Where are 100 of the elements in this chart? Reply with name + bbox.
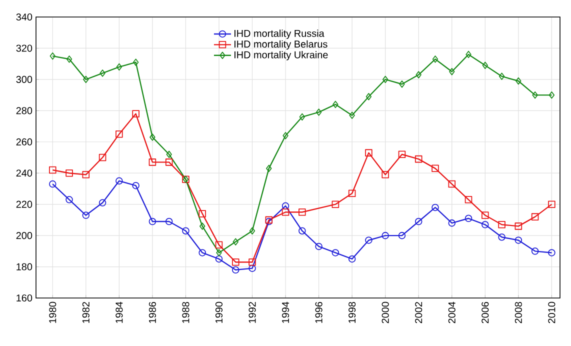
y-tick-label: 180 (16, 263, 32, 270)
point (266, 164, 272, 172)
point (382, 232, 389, 240)
point (548, 200, 556, 208)
x-tick-label: 1990 (215, 302, 223, 323)
x-tick-label: 2006 (482, 302, 489, 324)
point (482, 62, 488, 70)
x-tick-label: 2002 (415, 302, 422, 324)
point (248, 264, 256, 272)
point (498, 233, 506, 241)
point (216, 249, 222, 256)
point (399, 80, 405, 88)
point (365, 236, 372, 244)
point (198, 210, 206, 218)
point (366, 92, 372, 100)
point (348, 255, 356, 263)
point (382, 76, 388, 84)
point (232, 258, 240, 266)
point (148, 158, 156, 166)
point (482, 212, 489, 219)
x-tick-label: 1980 (49, 302, 56, 323)
point (166, 150, 172, 158)
point (165, 158, 173, 166)
point (100, 70, 106, 77)
point (332, 249, 340, 256)
point (232, 266, 240, 274)
x-tick-label: 1998 (348, 302, 356, 323)
x-tick-label: 2008 (514, 302, 522, 324)
point (66, 169, 73, 177)
point (82, 212, 90, 219)
x-tick-label: 1986 (148, 302, 156, 323)
point (448, 180, 456, 188)
point (532, 91, 538, 99)
x-tick-label: 2000 (382, 302, 389, 324)
point (215, 255, 223, 263)
point (482, 220, 489, 228)
point (332, 100, 338, 108)
point (516, 77, 522, 85)
point (66, 56, 72, 63)
point (398, 150, 406, 158)
point (282, 132, 288, 140)
y-tick-label: 240 (16, 170, 32, 177)
point (82, 171, 90, 178)
point (282, 208, 290, 216)
point (150, 134, 156, 141)
point (50, 52, 56, 60)
x-tick-label: 1992 (248, 302, 256, 323)
point (531, 248, 539, 255)
y-tick-label: 220 (16, 200, 32, 208)
point (464, 196, 472, 204)
point (299, 113, 306, 121)
x-tick-label: 1982 (82, 302, 90, 323)
point (498, 220, 506, 228)
point (416, 71, 422, 78)
point (116, 177, 123, 185)
point (298, 227, 306, 235)
x-tick-label: 2010 (548, 302, 556, 324)
point (132, 58, 139, 66)
point (49, 180, 56, 188)
point (83, 76, 89, 84)
point (382, 171, 389, 178)
y-tick-label: 300 (16, 76, 32, 83)
point (464, 214, 472, 222)
point (132, 182, 140, 190)
point (132, 110, 140, 118)
point (165, 218, 173, 226)
point (200, 222, 206, 230)
point (282, 202, 290, 210)
y-tick-label: 340 (16, 13, 32, 21)
legend-label: IHD mortality Belarus (234, 40, 328, 50)
point (498, 72, 505, 80)
point (414, 218, 422, 226)
x-tick-label: 1988 (182, 302, 190, 323)
point (182, 227, 190, 235)
point (365, 149, 372, 156)
legend-label: IHD mortality Ukraine (234, 51, 328, 60)
x-tick-label: 1996 (315, 302, 322, 323)
point (215, 241, 223, 249)
point (432, 164, 439, 172)
point (315, 242, 322, 250)
point (316, 108, 322, 116)
point (116, 130, 123, 138)
point (232, 238, 238, 246)
x-tick-label: 1984 (116, 302, 123, 323)
point (448, 219, 456, 227)
point (432, 56, 438, 63)
x-tick-label: 1994 (282, 302, 290, 323)
y-tick-label: 200 (16, 232, 32, 240)
point (49, 166, 56, 174)
point (548, 91, 555, 99)
point (531, 213, 539, 220)
legend-label: IHD mortality Russia (234, 30, 324, 39)
point (514, 222, 522, 230)
point (148, 218, 156, 226)
y-tick-label: 260 (16, 138, 32, 146)
y-tick-label: 160 (16, 294, 32, 302)
point (449, 68, 455, 76)
point (198, 249, 206, 256)
point (466, 50, 472, 58)
point (548, 249, 556, 256)
